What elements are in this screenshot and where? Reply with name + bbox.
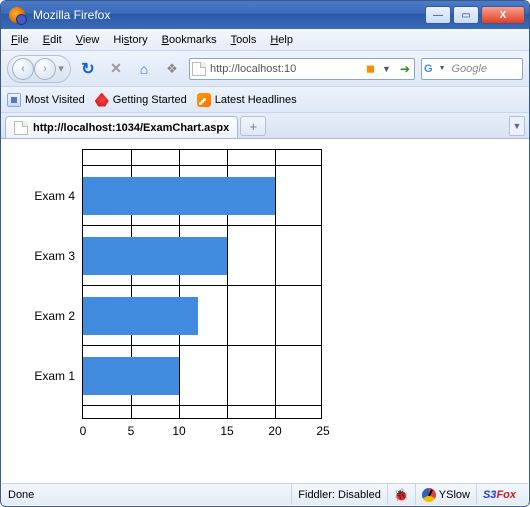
minimize-button[interactable]: — <box>425 6 451 24</box>
x-axis-tick-label: 10 <box>172 418 185 438</box>
page-icon <box>192 62 206 76</box>
gridline-horizontal <box>83 225 321 226</box>
y-axis-category-label: Exam 2 <box>34 309 83 323</box>
window-controls: — ▭ X <box>425 6 525 24</box>
new-tab-button[interactable]: + <box>240 116 266 136</box>
gridline-horizontal <box>83 165 321 166</box>
go-button[interactable]: ➔ <box>398 62 412 76</box>
forward-button[interactable]: › <box>34 58 56 80</box>
search-placeholder: Google <box>452 63 521 75</box>
status-bar: Done Fiddler: Disabled 🐞 YSlow S3Fox <box>2 483 528 505</box>
reload-button[interactable]: ↻ <box>77 58 99 80</box>
menubar: File Edit View History Bookmarks Tools H… <box>1 29 529 51</box>
bookmark-label: Most Visited <box>25 94 85 106</box>
x-axis-tick-label: 20 <box>268 418 281 438</box>
tab-list-dropdown[interactable]: ▼ <box>509 116 525 136</box>
rss-icon <box>197 93 211 107</box>
bookmark-most-visited[interactable]: Most Visited <box>7 93 85 107</box>
menu-file[interactable]: File <box>5 32 35 48</box>
back-forward-group: ‹ › ▾ <box>7 55 71 83</box>
chart-bar <box>83 357 179 395</box>
yslow-label: YSlow <box>439 489 470 501</box>
page-icon <box>14 121 28 135</box>
close-button[interactable]: X <box>481 6 525 24</box>
s3fox-label: S3Fox <box>483 489 516 501</box>
most-visited-icon <box>7 93 21 107</box>
status-s3fox[interactable]: S3Fox <box>476 484 522 505</box>
stop-icon: ✕ <box>110 60 122 77</box>
x-axis-tick-label: 25 <box>316 418 329 438</box>
history-dropdown[interactable]: ▾ <box>56 62 66 75</box>
bug-icon: 🐞 <box>394 488 409 502</box>
home-button[interactable]: ⌂ <box>133 58 155 80</box>
stop-button[interactable]: ✕ <box>105 58 127 80</box>
home-icon: ⌂ <box>140 61 148 77</box>
chart-plot-area: 0510152025Exam 4Exam 3Exam 2Exam 1 <box>82 149 322 419</box>
bookmark-label: Getting Started <box>113 94 187 106</box>
search-engine-dropdown[interactable]: ▼ <box>436 65 449 72</box>
window-titlebar: Mozilla Firefox — ▭ X <box>1 1 529 29</box>
y-axis-category-label: Exam 1 <box>34 369 83 383</box>
status-firebug[interactable]: 🐞 <box>387 484 415 505</box>
gridline-vertical <box>275 150 276 418</box>
firefox-icon <box>9 7 25 23</box>
gridline-horizontal <box>83 405 321 406</box>
status-yslow[interactable]: YSlow <box>415 484 476 505</box>
tab-strip: http://localhost:1034/ExamChart.aspx + ▼ <box>1 113 529 139</box>
bookmark-latest-headlines[interactable]: Latest Headlines <box>197 93 297 107</box>
bookmark-label: Latest Headlines <box>215 94 297 106</box>
status-text: Done <box>8 489 291 501</box>
x-axis-tick-label: 15 <box>220 418 233 438</box>
reload-icon: ↻ <box>81 59 94 79</box>
getting-started-icon <box>95 93 109 107</box>
tab-active[interactable]: http://localhost:1034/ExamChart.aspx <box>5 116 238 138</box>
yslow-icon <box>422 488 436 502</box>
url-bar[interactable]: http://localhost:10 ◼ ▼ ➔ <box>189 58 415 80</box>
tab-label: http://localhost:1034/ExamChart.aspx <box>33 122 229 134</box>
fiddler-label: Fiddler: Disabled <box>298 489 381 501</box>
addons-button[interactable]: ❖ <box>161 58 183 80</box>
menu-history[interactable]: History <box>107 32 153 48</box>
chart-bar <box>83 237 227 275</box>
x-axis-tick-label: 5 <box>128 418 135 438</box>
back-button[interactable]: ‹ <box>12 58 34 80</box>
search-bar[interactable]: G▼ Google <box>421 58 523 80</box>
y-axis-category-label: Exam 4 <box>34 189 83 203</box>
page-content: 0 5 10 15 20 25 Exam 4 Exam 3 Exam 2 Exam 1 <box>2 139 528 482</box>
y-axis-category-label: Exam 3 <box>34 249 83 263</box>
chart-bar <box>83 177 275 215</box>
menu-tools[interactable]: Tools <box>225 32 263 48</box>
google-icon: G <box>424 63 433 75</box>
x-axis-tick-label: 0 <box>80 418 87 438</box>
menu-edit[interactable]: Edit <box>37 32 68 48</box>
chart-bar <box>83 297 198 335</box>
bookmark-getting-started[interactable]: Getting Started <box>95 93 187 107</box>
feed-icon[interactable]: ◼ <box>366 62 375 75</box>
navigation-toolbar: ‹ › ▾ ↻ ✕ ⌂ ❖ http://localhost:10 ◼ ▼ ➔ … <box>1 51 529 87</box>
puzzle-icon: ❖ <box>166 61 178 77</box>
maximize-button[interactable]: ▭ <box>453 6 479 24</box>
window-title: Mozilla Firefox <box>29 8 425 22</box>
gridline-horizontal <box>83 285 321 286</box>
bookmarks-toolbar: Most Visited Getting Started Latest Head… <box>1 87 529 113</box>
url-history-dropdown[interactable]: ▼ <box>379 64 394 74</box>
menu-help[interactable]: Help <box>264 32 299 48</box>
exam-chart: 0510152025Exam 4Exam 3Exam 2Exam 1 <box>22 149 322 419</box>
gridline-horizontal <box>83 345 321 346</box>
menu-view[interactable]: View <box>70 32 106 48</box>
status-fiddler[interactable]: Fiddler: Disabled <box>291 484 387 505</box>
url-input[interactable]: http://localhost:10 <box>210 63 362 75</box>
menu-bookmarks[interactable]: Bookmarks <box>156 32 223 48</box>
